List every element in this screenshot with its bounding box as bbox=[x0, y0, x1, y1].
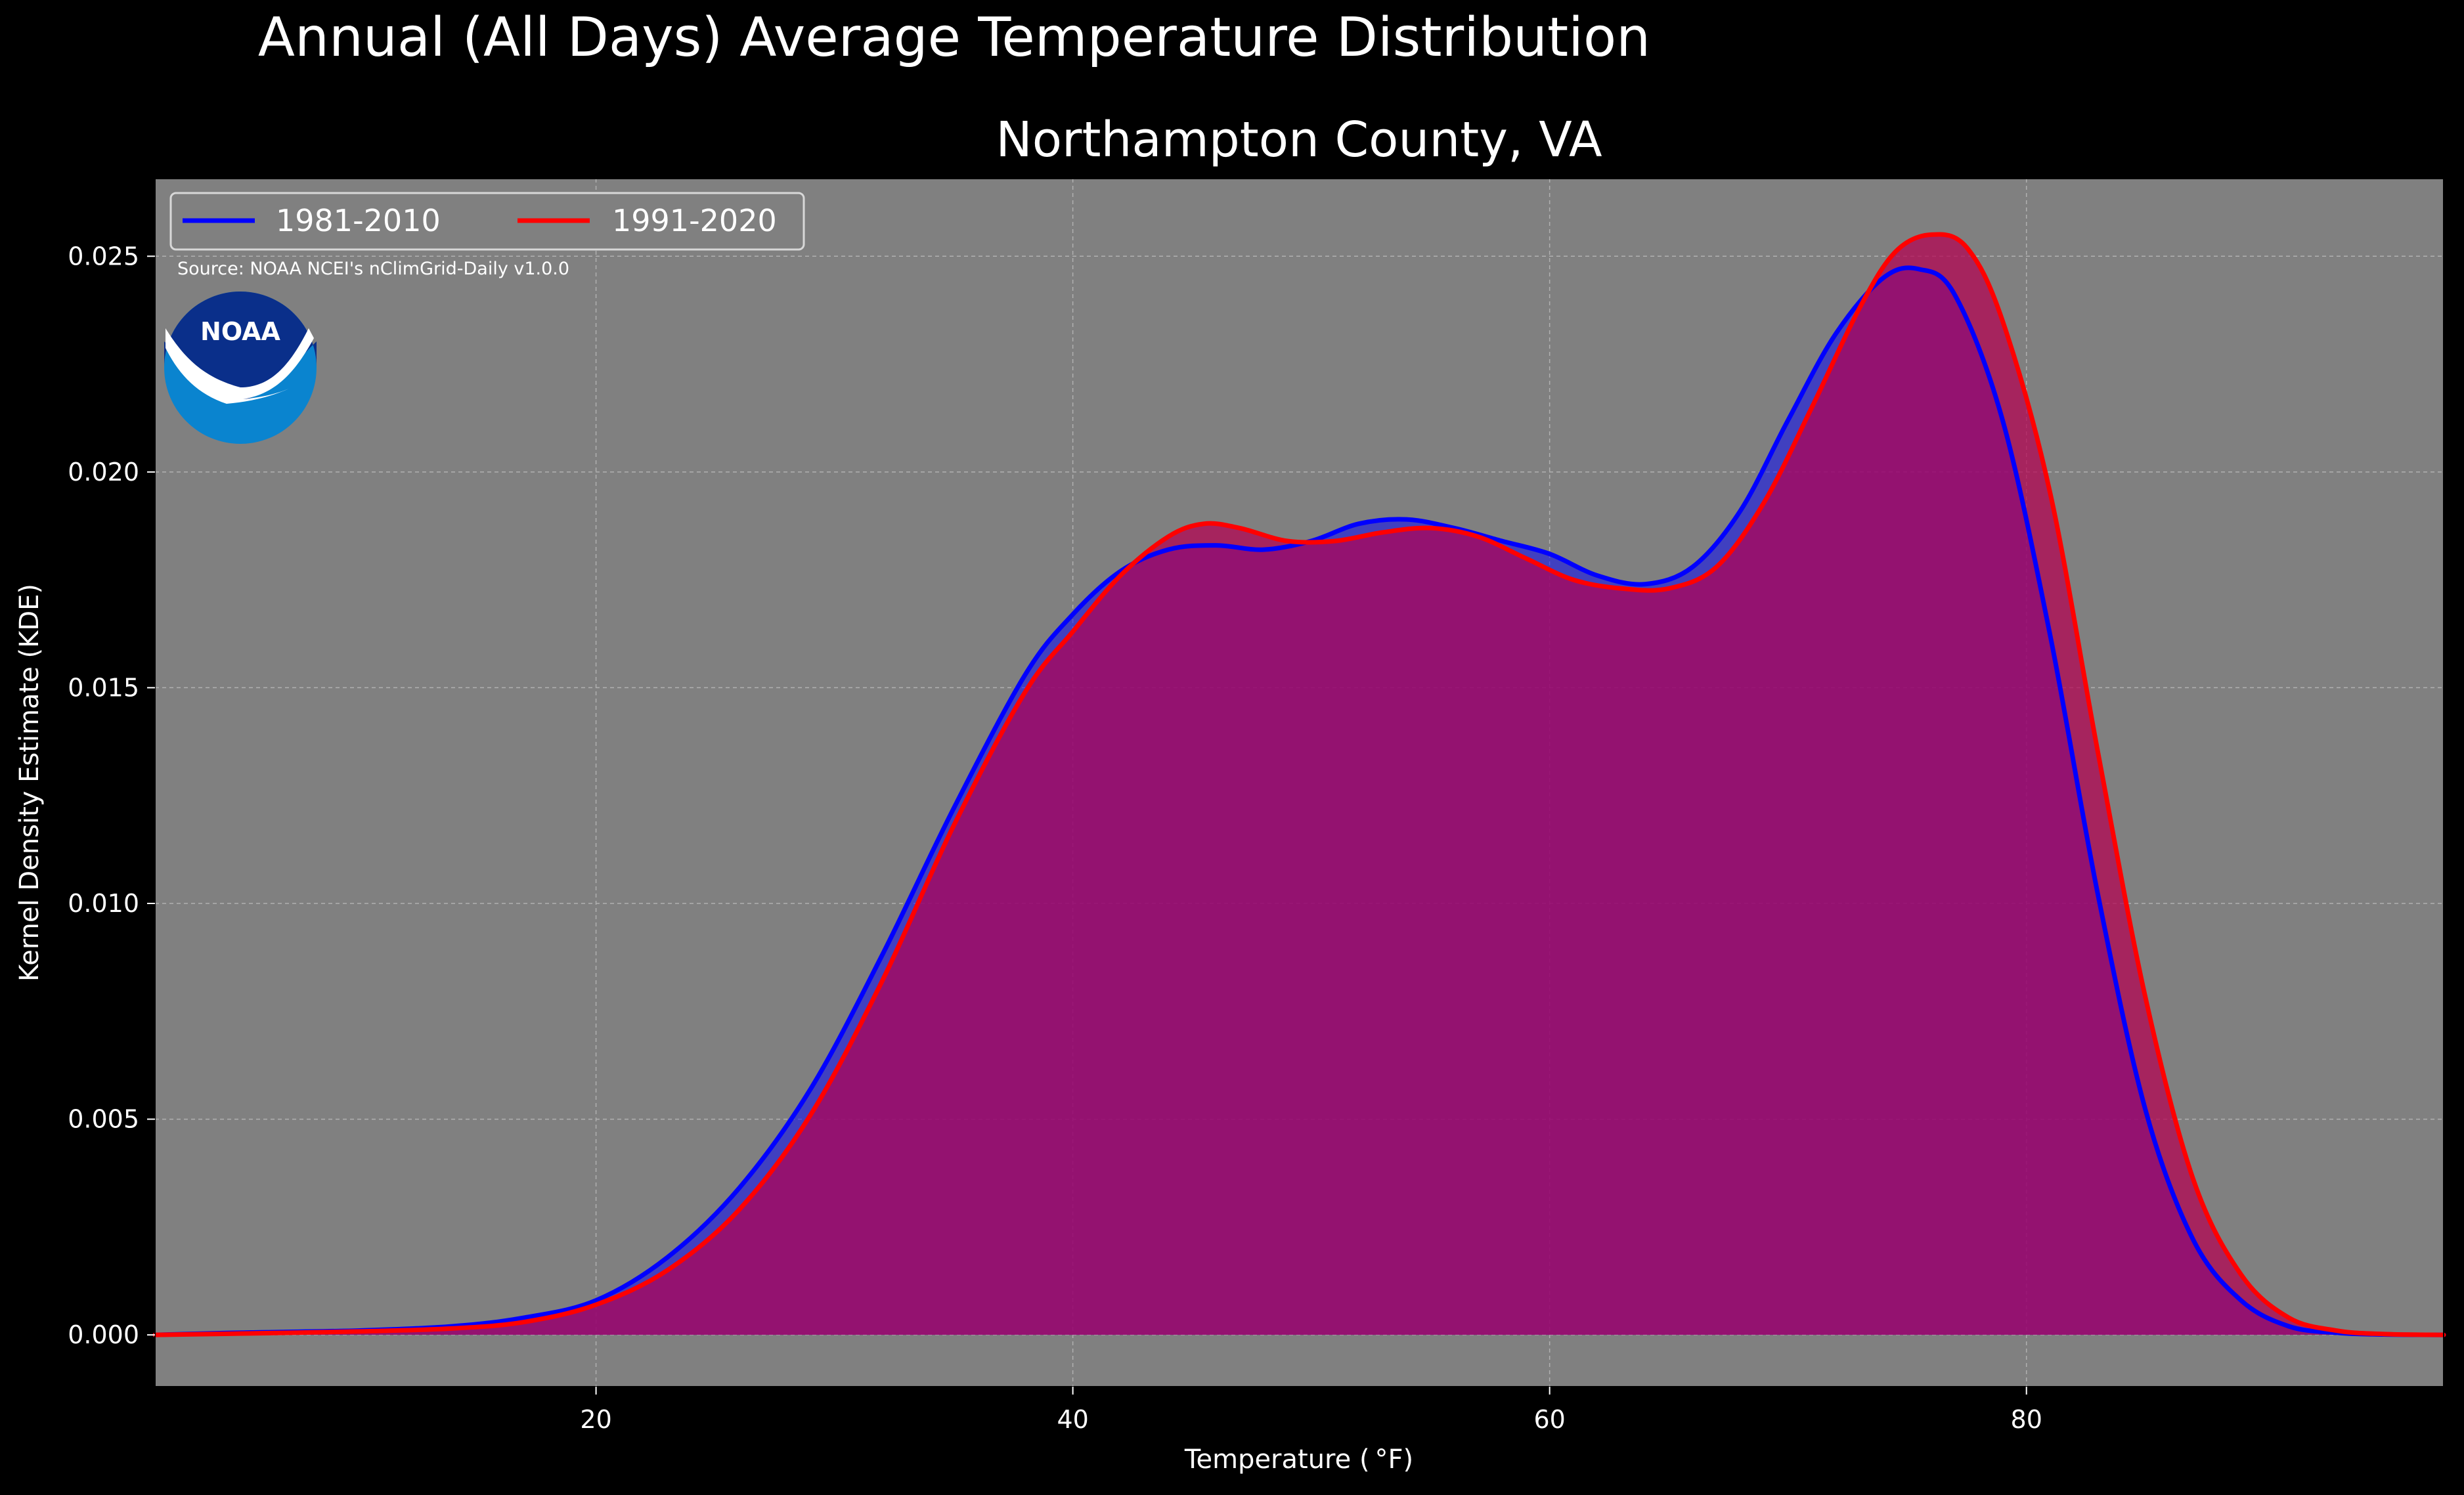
x-axis-label: Temperature ( °F) bbox=[1184, 1444, 1413, 1475]
x-axis: 20 40 60 80 bbox=[580, 1387, 2042, 1434]
noaa-logo-text: NOAA bbox=[200, 317, 280, 346]
x-tick-label: 20 bbox=[580, 1405, 611, 1434]
y-axis-label: Kernel Density Estimate (KDE) bbox=[14, 584, 45, 982]
x-tick-label: 60 bbox=[1533, 1405, 1565, 1434]
legend-label-1991-2020: 1991-2020 bbox=[612, 203, 777, 238]
y-axis: 0.000 0.005 0.010 0.015 0.020 0.025 bbox=[68, 242, 155, 1349]
y-tick-label: 0.005 bbox=[68, 1105, 139, 1134]
series-layer bbox=[152, 232, 2446, 1337]
y-tick-label: 0.000 bbox=[68, 1320, 139, 1349]
legend-frame bbox=[169, 192, 805, 251]
chart-title: Northampton County, VA bbox=[996, 112, 1602, 168]
source-note: Source: NOAA NCEI's nClimGrid-Daily v1.0… bbox=[177, 259, 569, 279]
x-tick-label: 80 bbox=[2011, 1405, 2042, 1434]
plot-frame bbox=[154, 178, 2444, 1387]
series-area-1991-2020 bbox=[155, 234, 2444, 1335]
noaa-logo: NOAA bbox=[164, 292, 317, 444]
y-tick-label: 0.020 bbox=[68, 458, 139, 487]
figure-suptitle: Annual (All Days) Average Temperature Di… bbox=[258, 7, 1650, 69]
series-line-1981-2010 bbox=[152, 265, 2446, 1337]
y-tick-label: 0.025 bbox=[68, 242, 139, 271]
series-line-1991-2020 bbox=[152, 232, 2446, 1337]
y-tick-label: 0.015 bbox=[68, 673, 139, 702]
y-tick-label: 0.010 bbox=[68, 889, 139, 918]
legend-label-1981-2010: 1981-2010 bbox=[276, 203, 441, 238]
x-tick-label: 40 bbox=[1057, 1405, 1088, 1434]
legend: 1981-2010 1991-2020 bbox=[169, 192, 805, 251]
